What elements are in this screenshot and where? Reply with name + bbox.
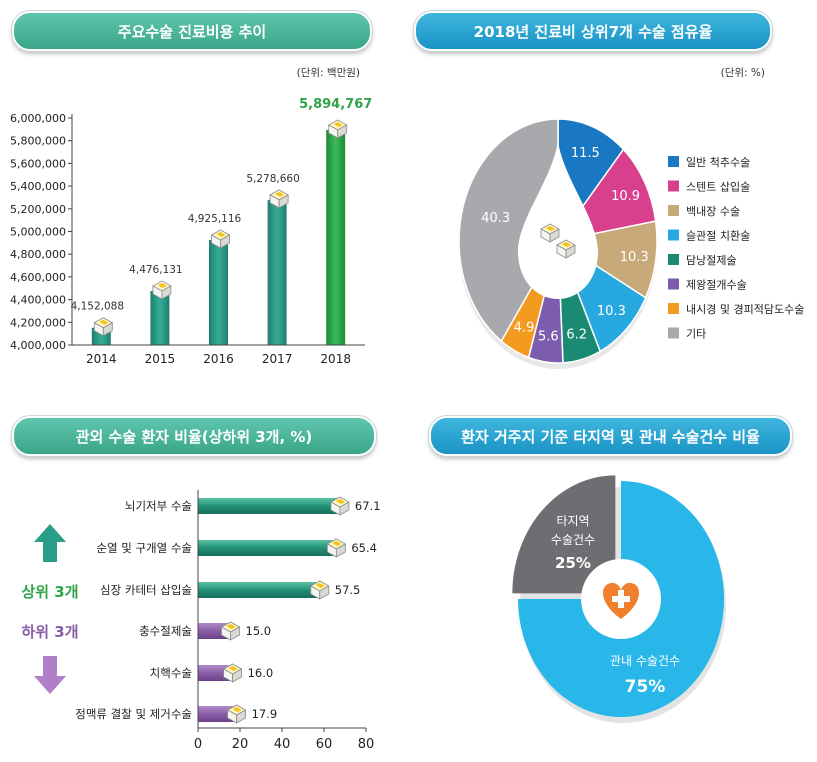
other-label-line2: 수술건수 (551, 533, 595, 547)
p1-y-tick-label: 4,400,000 (10, 294, 66, 307)
panel2-unit: (단위: %) (721, 66, 765, 79)
p2-legend-label: 백내장 수술 (686, 205, 740, 218)
p1-bar (326, 129, 346, 345)
panel1-unit: (단위: 백만원) (297, 66, 360, 79)
p2-legend-label: 슬관절 치환술 (686, 230, 750, 243)
p1-bar (150, 290, 170, 345)
p2-legend-label: 기타 (686, 328, 706, 341)
p2-legend-label: 일반 척추수술 (686, 155, 750, 169)
p1-y-tick-label: 4,600,000 (10, 271, 66, 284)
p1-y-tick-label: 5,200,000 (10, 203, 66, 216)
p3-category-label: 정맥류 결찰 및 제거수술 (75, 707, 192, 721)
p2-slice-label: 6.2 (566, 327, 587, 342)
p2-legend-swatch (668, 303, 679, 314)
p3-x-tick-label: 20 (232, 737, 249, 752)
p1-y-tick-label: 6,000,000 (10, 112, 66, 125)
p2-slice-label: 40.3 (481, 211, 510, 226)
p1-x-tick-label: 2014 (86, 352, 117, 366)
bottom3-arrow-icon (34, 656, 66, 694)
p1-value-label: 4,476,131 (129, 264, 182, 276)
p1-y-tick-label: 4,800,000 (10, 248, 66, 261)
p3-x-tick-label: 40 (274, 737, 291, 752)
p1-x-tick-label: 2018 (320, 352, 351, 366)
p3-value-label: 16.0 (248, 666, 274, 680)
p1-value-label: 5,894,767 (299, 97, 372, 112)
p2-legend-swatch (668, 254, 679, 265)
p2-slice-label: 10.9 (611, 189, 640, 204)
p1-y-tick-label: 4,200,000 (10, 316, 66, 329)
p1-y-tick-label: 5,000,000 (10, 226, 66, 239)
panel4-title: 환자 거주지 기준 타지역 및 관내 수술건수 비율 (428, 415, 793, 457)
p2-legend-swatch (668, 278, 679, 290)
p3-category-label: 충수절제술 (139, 624, 192, 638)
p3-bar (198, 706, 236, 722)
p2-slice (458, 118, 559, 343)
p3-value-label: 15.0 (246, 624, 272, 638)
p1-y-tick-label: 4,000,000 (10, 339, 66, 352)
p3-x-tick-label: 80 (358, 737, 375, 752)
bottom3-label: 하위 3개 (21, 623, 78, 641)
local-label: 관내 수술건수 (610, 654, 680, 668)
p2-slice-label: 10.3 (597, 304, 626, 319)
p2-slice-label: 10.3 (620, 250, 649, 265)
p2-legend-swatch (668, 156, 679, 167)
p4-slice (512, 475, 616, 594)
p3-value-label: 57.5 (335, 583, 361, 597)
p3-category-label: 순열 및 구개열 수술 (96, 541, 192, 555)
p3-category-label: 뇌기저부 수술 (125, 499, 192, 513)
p2-legend-label: 제왕절개수술 (686, 279, 747, 292)
p2-slice-label: 4.9 (514, 320, 535, 335)
p2-legend-swatch (668, 229, 679, 241)
p3-value-label: 65.4 (351, 541, 377, 555)
p1-value-label: 5,278,660 (246, 173, 299, 185)
p3-bar (198, 540, 336, 556)
panel3-title: 관외 수술 환자 비율(상하위 3개, %) (11, 415, 377, 457)
panel2-title: 2018년 진료비 상위7개 수술 점유율 (413, 10, 773, 52)
p2-legend-swatch (668, 180, 679, 192)
local-pct: 75% (625, 677, 666, 697)
p1-value-label: 4,152,088 (71, 301, 124, 313)
p1-bar (209, 239, 228, 345)
heart-plus-icon (602, 582, 640, 619)
p1-x-tick-label: 2015 (145, 352, 176, 366)
p2-slice-label: 5.6 (538, 329, 559, 344)
p1-y-tick-label: 5,600,000 (10, 157, 66, 170)
p1-value-label: 4,925,116 (188, 213, 242, 225)
p2-legend-swatch (668, 327, 679, 339)
panel1-title: 주요수술 진료비용 추이 (11, 10, 373, 52)
p2-legend-label: 스텐트 삽입술 (686, 181, 750, 194)
p3-value-label: 67.1 (355, 499, 381, 513)
p3-bar (198, 582, 319, 598)
other-pct: 25% (555, 554, 591, 572)
p3-value-label: 17.9 (252, 707, 278, 721)
p1-x-tick-label: 2016 (203, 352, 234, 366)
other-label-line1: 타지역 (556, 514, 589, 528)
p1-y-tick-label: 5,800,000 (10, 135, 66, 148)
p2-slice-label: 11.5 (571, 146, 600, 161)
p3-x-tick-label: 60 (316, 737, 333, 752)
p2-legend-swatch (668, 205, 679, 216)
p3-x-tick-label: 0 (194, 737, 202, 752)
p3-bar (198, 498, 339, 514)
p2-legend-label: 내시경 및 경피적담도수술 (686, 303, 804, 316)
p2-legend-label: 담낭절제술 (686, 254, 737, 267)
top3-arrow-icon (34, 524, 66, 562)
p1-x-tick-label: 2017 (262, 352, 293, 366)
p3-category-label: 심장 카테터 삽입술 (100, 583, 192, 597)
p3-category-label: 치핵수술 (150, 666, 192, 680)
p1-bar (267, 199, 287, 345)
top3-label: 상위 3개 (21, 583, 78, 601)
p1-y-tick-label: 5,400,000 (10, 180, 66, 193)
p2-center-drop (517, 141, 599, 299)
